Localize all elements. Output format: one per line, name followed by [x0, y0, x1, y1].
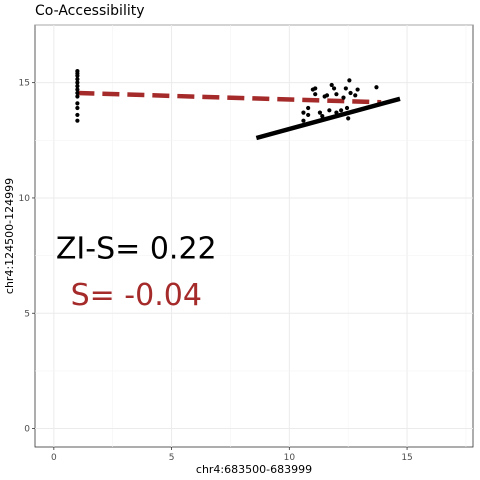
data-point: [343, 86, 348, 91]
data-point: [75, 87, 80, 92]
y-tick-label: 10: [19, 194, 31, 204]
data-point: [75, 101, 80, 106]
x-tick-label: 5: [169, 453, 175, 463]
data-point: [348, 90, 353, 96]
data-point: [301, 118, 306, 123]
grid-lines: [35, 24, 473, 447]
y-axis-label: chr4:124500-124999: [3, 178, 16, 294]
x-tick-label: 0: [51, 453, 57, 463]
data-point: [75, 112, 80, 118]
fit-line-zi-s: [255, 96, 401, 141]
x-tick-label: 15: [401, 453, 412, 463]
annotations: ZI-S= 0.22 S= -0.04: [56, 232, 217, 313]
fit-lines: [77, 90, 401, 141]
data-point: [344, 105, 350, 111]
chart-title: Co-Accessibility: [35, 3, 145, 19]
data-point: [75, 73, 80, 78]
y-tick-label: 15: [19, 79, 30, 89]
annotation-label: S= -0.04: [71, 278, 202, 313]
x-tick-label: 10: [284, 453, 296, 463]
data-point: [75, 90, 80, 96]
x-axis-label: chr4:683500-683999: [196, 463, 312, 476]
data-point: [75, 105, 80, 111]
data-point: [353, 93, 358, 98]
data-point: [347, 78, 352, 83]
data-point: [75, 94, 80, 99]
scatter-points: [75, 69, 379, 123]
data-point: [339, 108, 344, 113]
data-point: [313, 86, 318, 91]
data-point: [317, 110, 323, 115]
data-point: [75, 80, 80, 85]
data-point: [306, 105, 311, 111]
data-point: [75, 77, 80, 82]
y-tick-label: 0: [24, 425, 30, 435]
annotation-label: ZI-S= 0.22: [56, 232, 217, 267]
data-point: [374, 85, 379, 90]
data-point: [346, 116, 351, 121]
data-point: [334, 110, 339, 115]
data-point: [75, 118, 80, 123]
data-point: [334, 92, 339, 97]
data-point: [75, 84, 80, 89]
data-point: [355, 87, 360, 92]
data-point: [331, 86, 337, 91]
data-point: [324, 93, 330, 98]
data-point: [313, 92, 318, 97]
data-point: [301, 110, 306, 115]
data-point: [341, 95, 346, 100]
data-point: [320, 113, 325, 119]
data-point: [306, 112, 311, 118]
data-point: [327, 108, 332, 113]
y-tick-label: 5: [24, 309, 30, 319]
axis-ticks: 0 5 10 15 0 5 10 15: [19, 79, 413, 463]
data-point: [350, 109, 356, 114]
data-point: [329, 82, 334, 88]
fit-line-s: [77, 90, 382, 105]
